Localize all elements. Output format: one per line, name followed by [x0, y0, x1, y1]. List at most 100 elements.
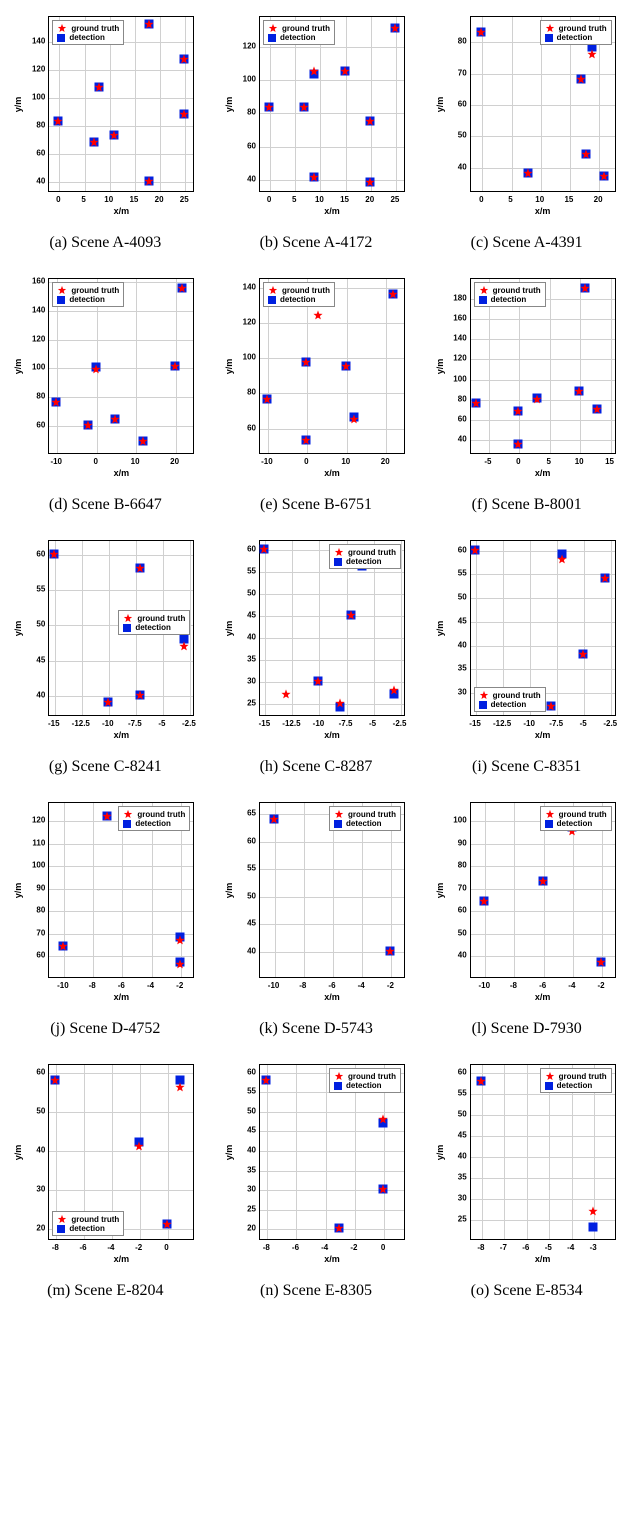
- ground-truth-point: [261, 1074, 272, 1085]
- ytick: 25: [226, 1204, 256, 1213]
- ground-truth-point: [599, 573, 610, 584]
- ground-truth-point: [88, 136, 99, 147]
- ground-truth-point: [144, 175, 155, 186]
- xtick: -2: [597, 981, 604, 990]
- ytick: 60: [226, 141, 256, 150]
- xlabel: x/m: [324, 1254, 340, 1264]
- legend-gt-label: ground truth: [137, 614, 185, 623]
- xtick: 0: [304, 457, 308, 466]
- xtick: 10: [575, 457, 584, 466]
- xtick: -15: [259, 719, 271, 728]
- ytick: 40: [437, 162, 467, 171]
- xtick: -8: [263, 1243, 270, 1252]
- xtick: -2: [176, 981, 183, 990]
- caption: (c) Scene A-4391: [471, 234, 583, 252]
- ytick: 140: [226, 282, 256, 291]
- square-icon: [479, 701, 487, 709]
- caption: (n) Scene E-8305: [260, 1282, 372, 1300]
- xtick: 25: [390, 195, 399, 204]
- ytick: 80: [437, 861, 467, 870]
- star-icon: [57, 285, 67, 295]
- xtick: -8: [52, 1243, 59, 1252]
- scatter-chart-h: 2530354045505560-15-12.5-10-7.5-5-2.5x/m…: [221, 534, 411, 744]
- legend-det-label: detection: [69, 1224, 105, 1233]
- ytick: 40: [437, 640, 467, 649]
- square-icon: [268, 34, 276, 42]
- scatter-chart-a: 4060801001201400510152025x/my/mground tr…: [10, 10, 200, 220]
- ground-truth-point: [340, 361, 351, 372]
- ylabel: y/m: [13, 1145, 23, 1161]
- scatter-chart-c: 405060708005101520x/my/mground truthdete…: [432, 10, 622, 220]
- legend-det-label: detection: [69, 295, 105, 304]
- ytick: 55: [437, 1089, 467, 1098]
- ytick: 40: [226, 174, 256, 183]
- xtick: -3: [590, 1243, 597, 1252]
- scatter-chart-f: 406080100120140160180-5051015x/my/mgroun…: [432, 272, 622, 482]
- ground-truth-point: [309, 172, 320, 183]
- ytick: 60: [437, 545, 467, 554]
- xtick: 25: [180, 195, 189, 204]
- ytick: 100: [437, 816, 467, 825]
- ground-truth-point: [50, 1074, 61, 1085]
- chart-cell-g: 4045505560-15-12.5-10-7.5-5-2.5x/my/mgro…: [4, 534, 207, 776]
- ylabel: y/m: [435, 621, 445, 637]
- ytick: 80: [15, 906, 45, 915]
- ytick: 60: [15, 421, 45, 430]
- chart-grid: 4060801001201400510152025x/my/mground tr…: [4, 10, 628, 1300]
- ytick: 60: [437, 414, 467, 423]
- square-icon: [57, 296, 65, 304]
- legend-det-label: detection: [346, 819, 382, 828]
- xtick: -10: [50, 457, 62, 466]
- xtick: 15: [605, 457, 614, 466]
- scatter-chart-m: 2030405060-8-6-4-20x/my/mground truthdet…: [10, 1058, 200, 1268]
- ground-truth-point: [531, 393, 542, 404]
- xtick: -10: [102, 719, 114, 728]
- legend: ground truthdetection: [329, 1068, 401, 1093]
- ground-truth-point: [334, 1223, 345, 1234]
- ylabel: y/m: [224, 621, 234, 637]
- ground-truth-point: [523, 168, 534, 179]
- ytick: 100: [15, 861, 45, 870]
- legend: ground truthdetection: [540, 1068, 612, 1093]
- ground-truth-point: [174, 959, 185, 970]
- ground-truth-point: [101, 810, 112, 821]
- chart-cell-i: 30354045505560-15-12.5-10-7.5-5-2.5x/my/…: [425, 534, 628, 776]
- xtick: 0: [267, 195, 271, 204]
- xtick: -6: [292, 1243, 299, 1252]
- legend: ground truthdetection: [118, 610, 190, 635]
- square-icon: [545, 820, 553, 828]
- ytick: 40: [437, 951, 467, 960]
- ytick: 80: [437, 394, 467, 403]
- ylabel: y/m: [224, 97, 234, 113]
- ground-truth-point: [135, 689, 146, 700]
- ytick: 60: [15, 951, 45, 960]
- xtick: -5: [484, 457, 491, 466]
- star-icon: [123, 613, 133, 623]
- ytick: 50: [437, 131, 467, 140]
- ytick: 35: [437, 1173, 467, 1182]
- ytick: 65: [226, 809, 256, 818]
- legend-gt-label: ground truth: [71, 286, 119, 295]
- scatter-chart-n: 202530354045505560-8-6-4-20x/my/mground …: [221, 1058, 411, 1268]
- caption: (m) Scene E-8204: [47, 1282, 163, 1300]
- xtick: 20: [155, 195, 164, 204]
- scatter-chart-j: 60708090100110120-10-8-6-4-2x/my/mground…: [10, 796, 200, 1006]
- xtick: -6: [118, 981, 125, 990]
- xtick: -10: [57, 981, 69, 990]
- chart-cell-c: 405060708005101520x/my/mground truthdete…: [425, 10, 628, 252]
- xtick: -7.5: [339, 719, 353, 728]
- legend-det-label: detection: [491, 700, 527, 709]
- xtick: -8: [477, 1243, 484, 1252]
- chart-cell-f: 406080100120140160180-5051015x/my/mgroun…: [425, 272, 628, 514]
- chart-cell-j: 60708090100110120-10-8-6-4-2x/my/mground…: [4, 796, 207, 1038]
- xtick: -8: [299, 981, 306, 990]
- xlabel: x/m: [535, 1254, 551, 1264]
- ytick: 40: [437, 434, 467, 443]
- xtick: -2.5: [393, 719, 407, 728]
- ylabel: y/m: [13, 621, 23, 637]
- xtick: -10: [268, 981, 280, 990]
- caption: (h) Scene C-8287: [260, 758, 373, 776]
- legend: ground truthdetection: [118, 806, 190, 831]
- ground-truth-point: [179, 108, 190, 119]
- xtick: -8: [510, 981, 517, 990]
